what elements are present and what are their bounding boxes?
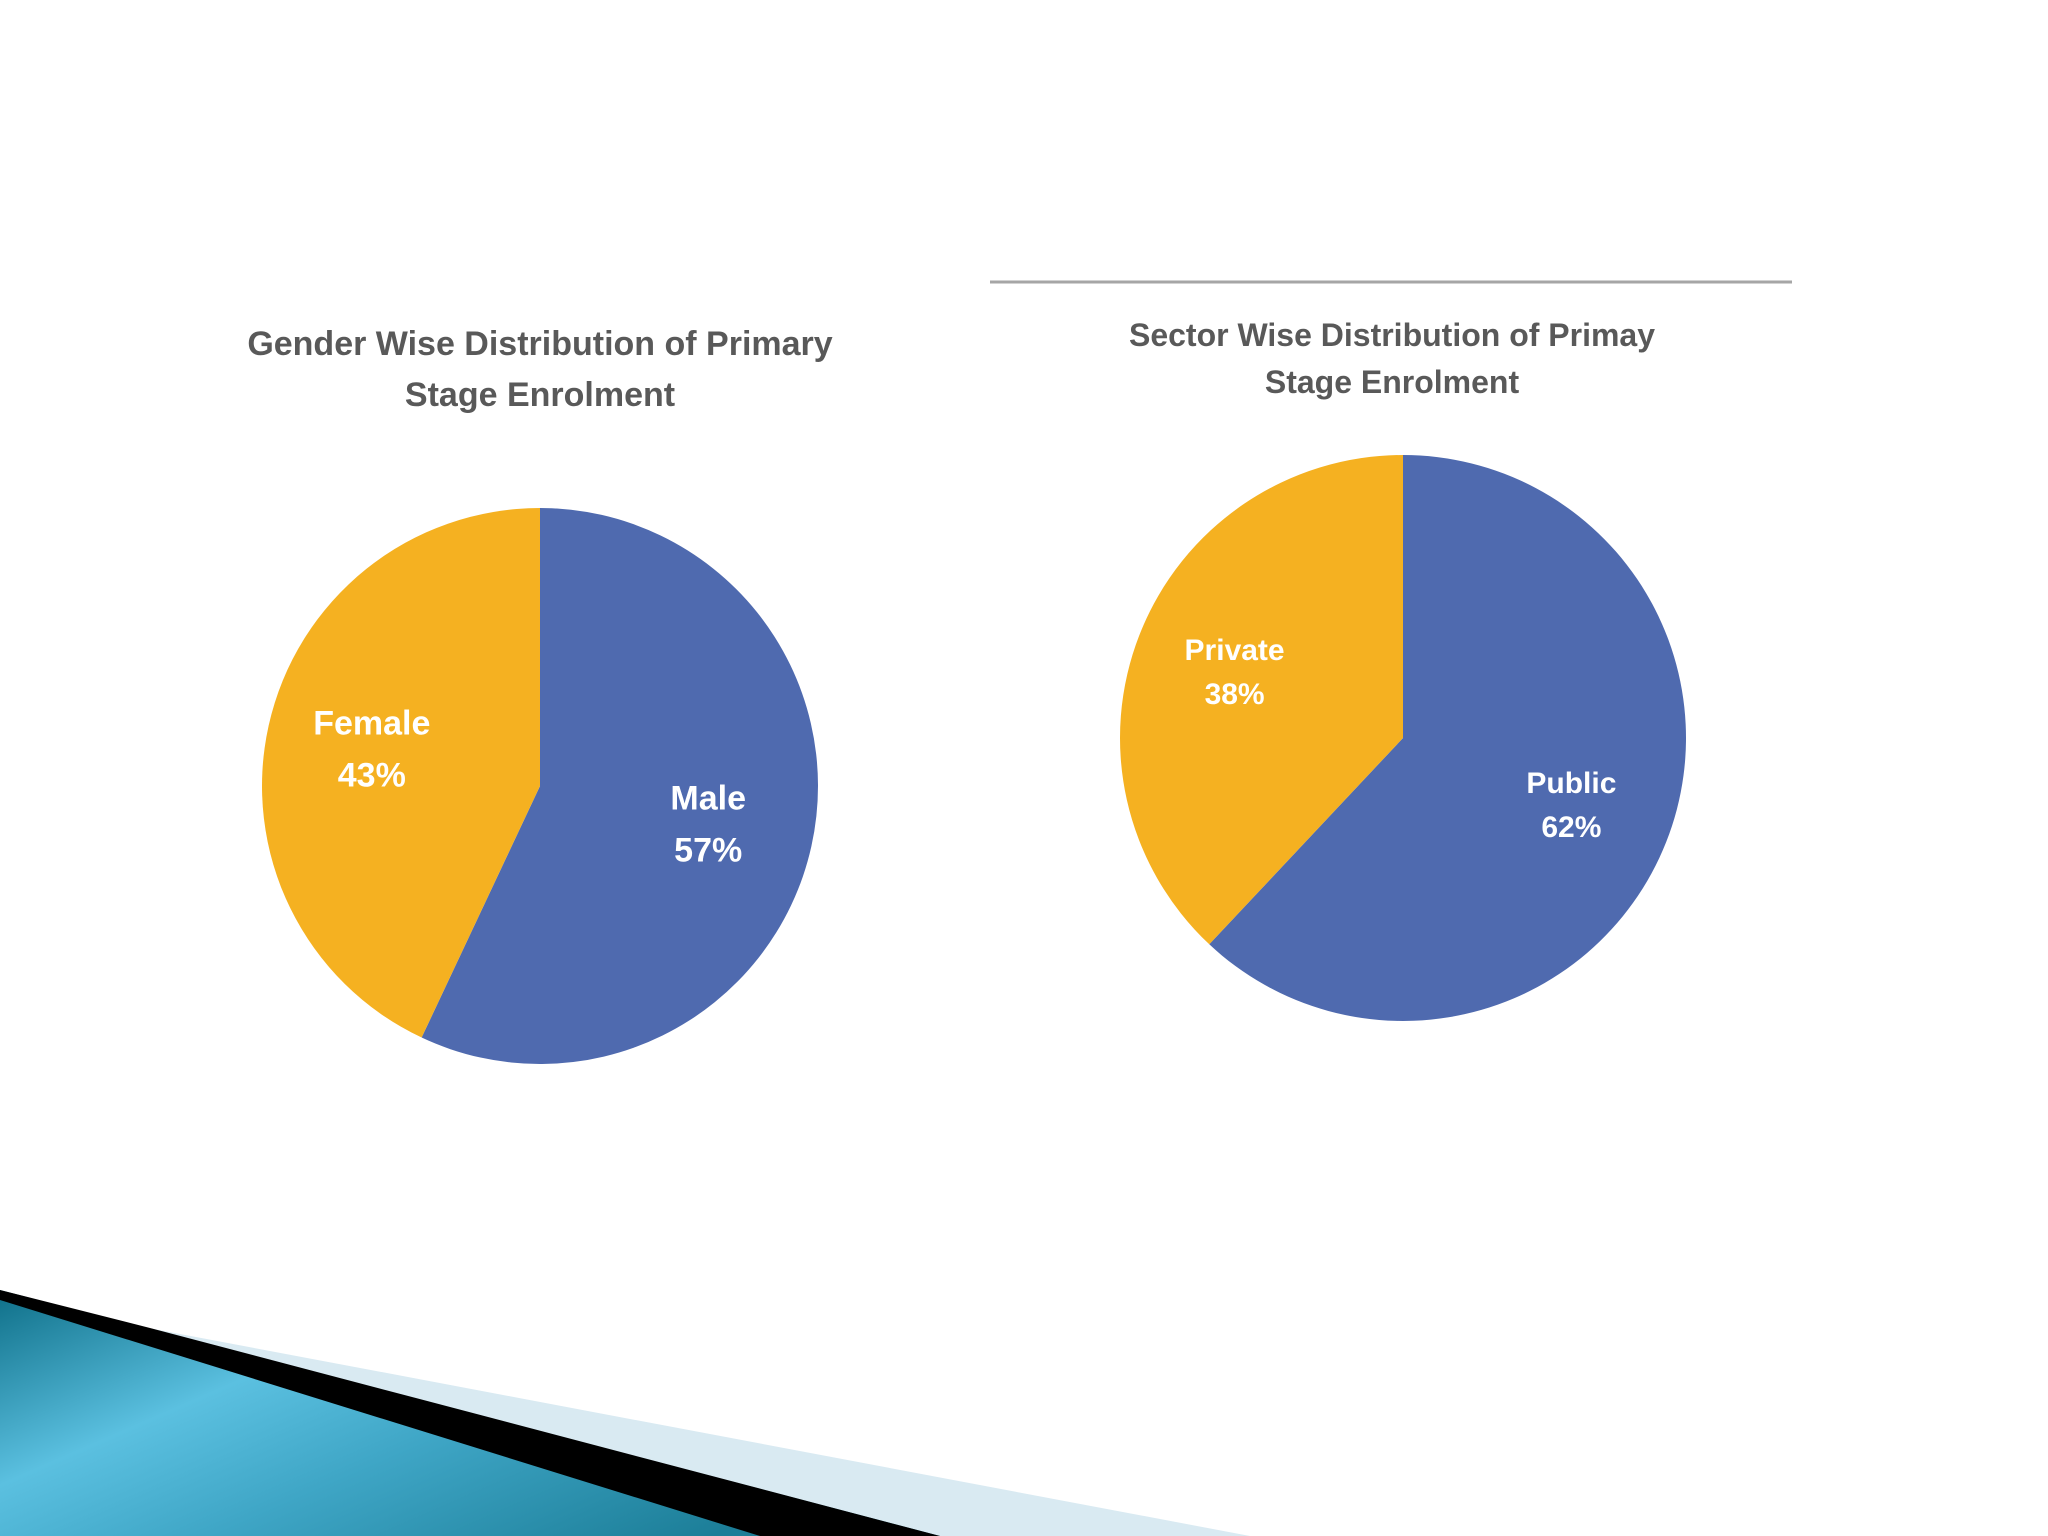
slice-category-label: Public <box>1526 767 1616 800</box>
chart-title-line-1: Gender Wise Distribution of Primary <box>247 325 832 363</box>
pie-slice-male <box>421 508 819 1064</box>
slice-category-label: Private <box>1185 634 1285 667</box>
slice-value-label: 38% <box>1205 678 1265 711</box>
slice-category-label: Male <box>670 779 746 817</box>
slice-category-label: Female <box>313 704 430 742</box>
chart-title-line-2: Stage Enrolment <box>1265 364 1520 400</box>
gender-pie-chart: Gender Wise Distribution of Primary Stag… <box>247 325 833 1064</box>
pie-slice-female <box>262 508 540 1038</box>
pie-slice-private <box>1120 455 1403 945</box>
swoosh-black-wedge <box>0 1290 940 1536</box>
pie-slice-public <box>1209 455 1687 1021</box>
pie-slices <box>262 508 819 1064</box>
pie-labels: Public 62% Private 38% <box>1185 634 1617 844</box>
pie-labels: Male 57% Female 43% <box>313 704 746 869</box>
chart-title-line-2: Stage Enrolment <box>405 376 675 414</box>
slice-value-label: 62% <box>1541 811 1601 844</box>
sector-pie-chart: Sector Wise Distribution of Primay Stage… <box>1120 317 1687 1021</box>
bottom-swoosh-decoration <box>0 1290 1250 1536</box>
chart-title-line-1: Sector Wise Distribution of Primay <box>1129 317 1655 353</box>
pie-slices <box>1120 455 1687 1021</box>
slice-value-label: 43% <box>338 756 406 794</box>
slice-value-label: 57% <box>674 831 742 869</box>
